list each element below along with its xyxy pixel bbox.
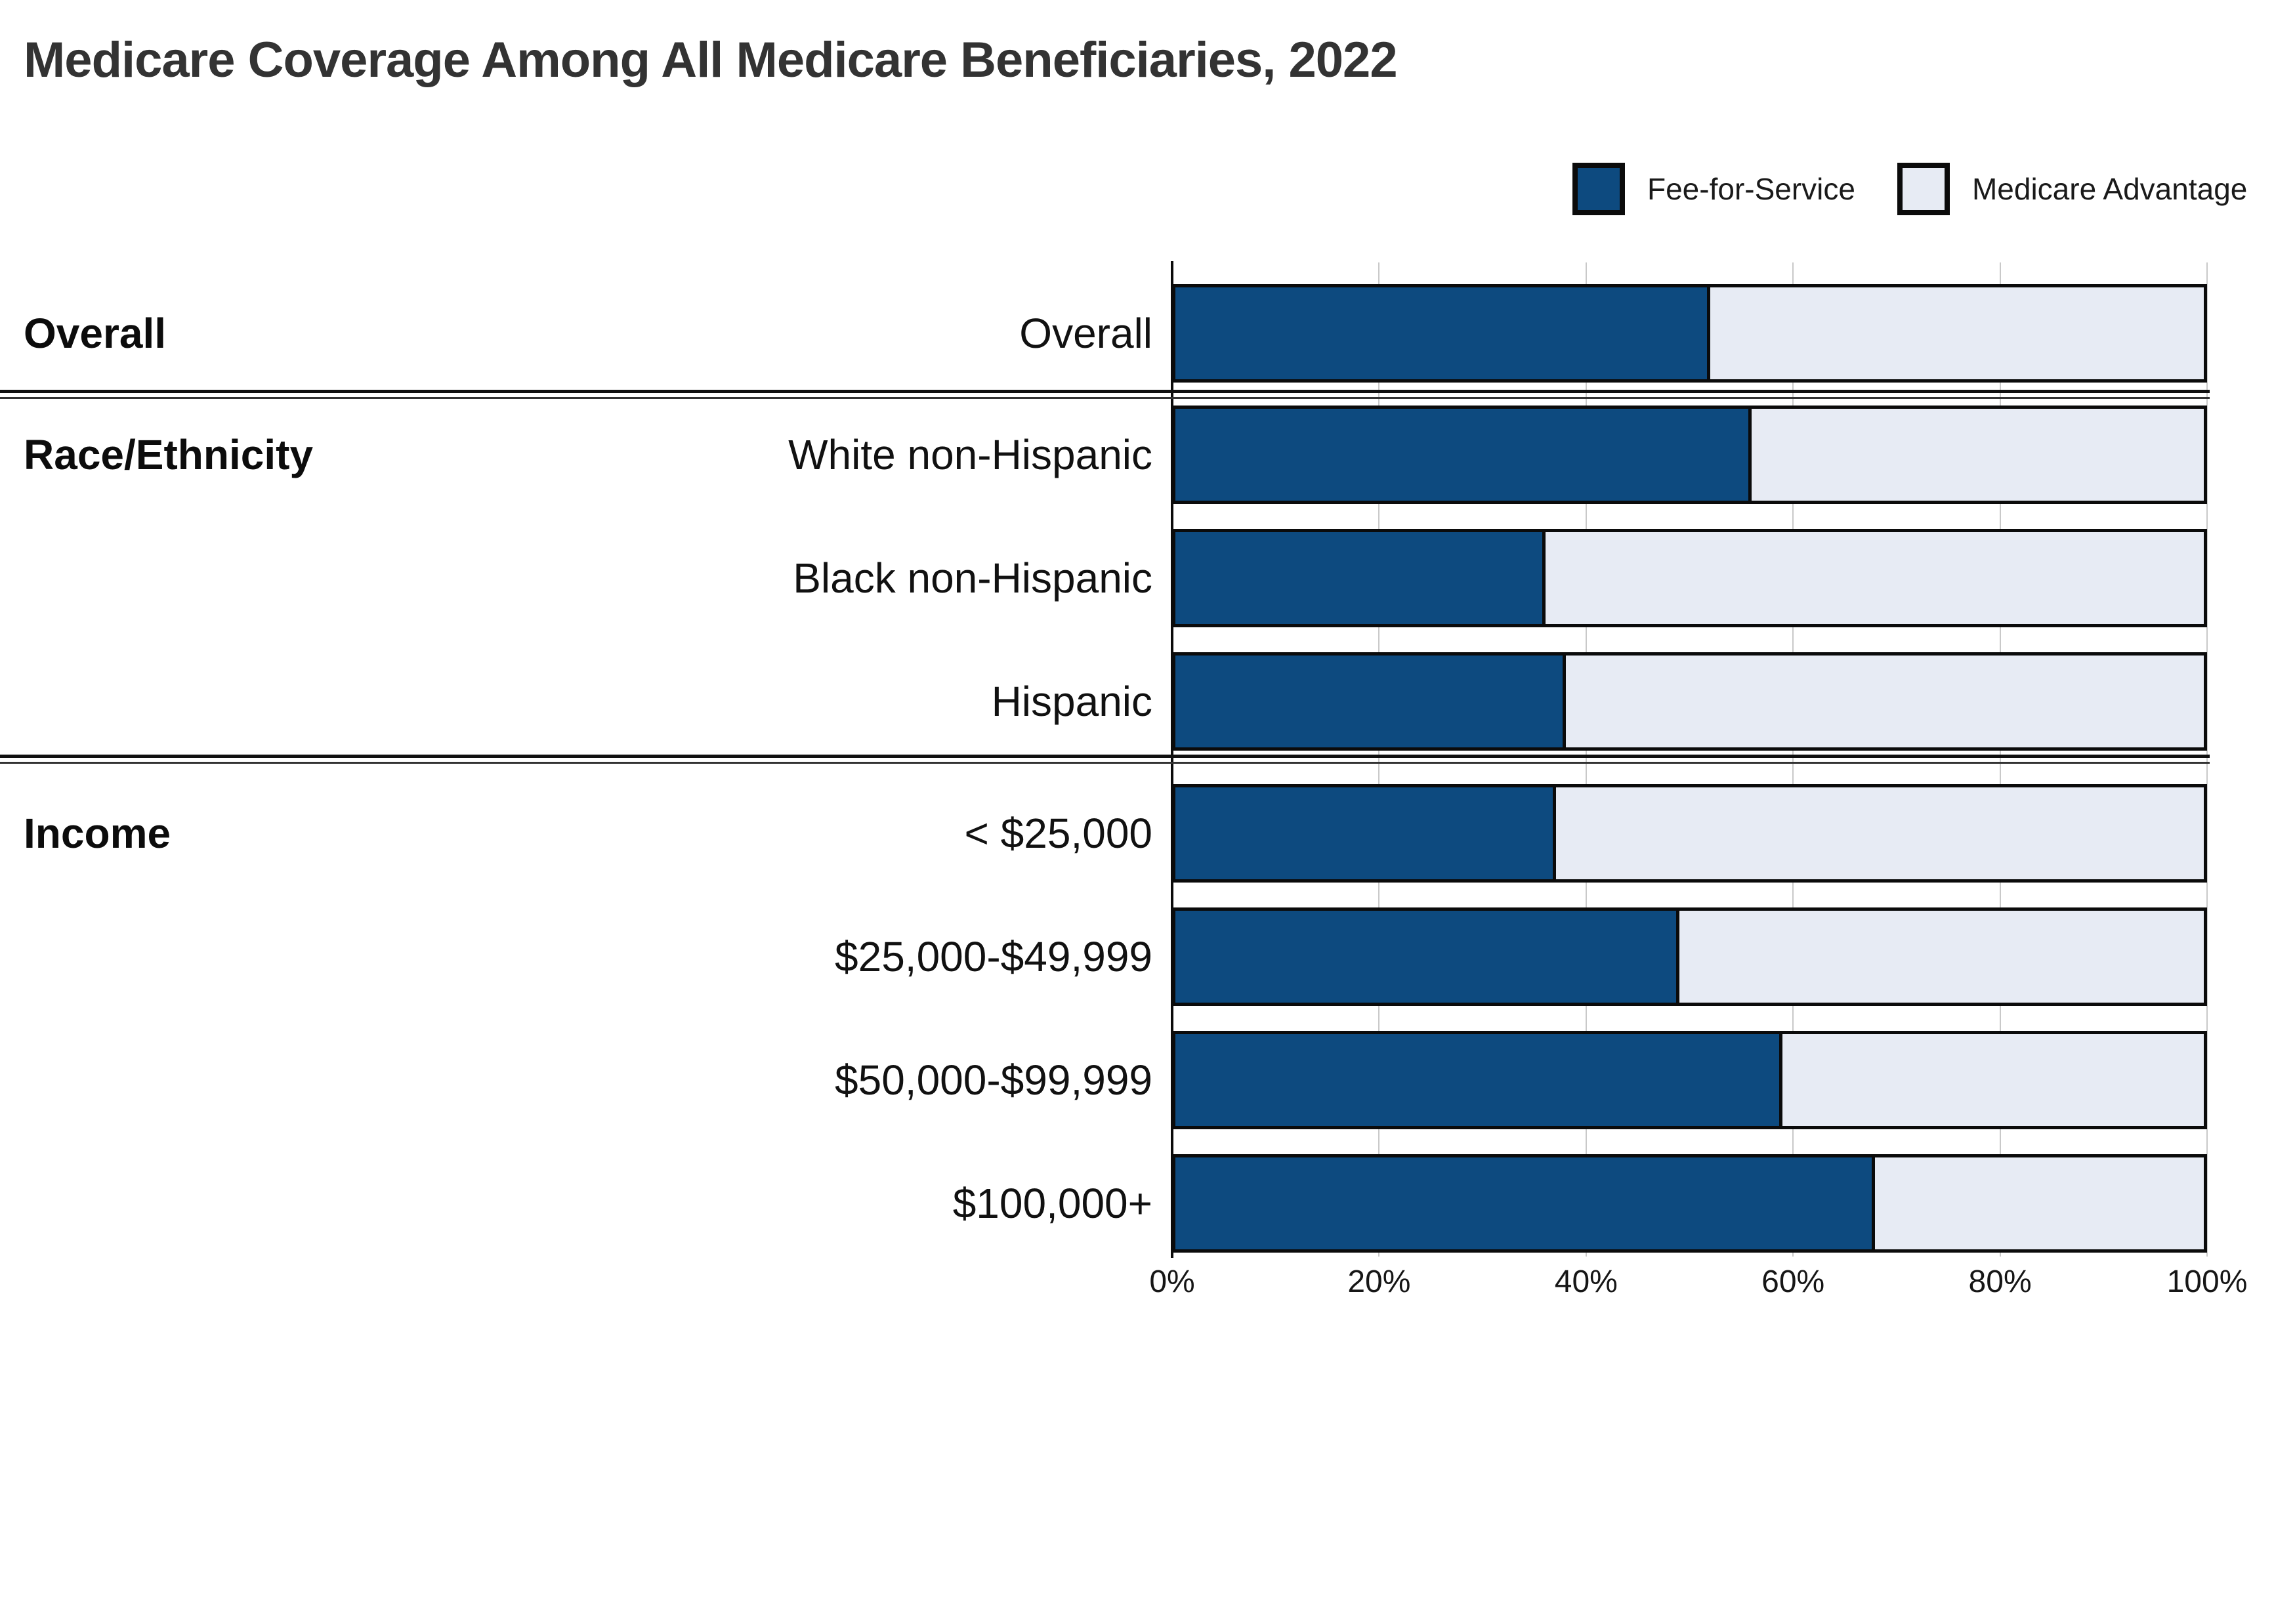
legend-label-medicare-advantage: Medicare Advantage [1971,172,2248,206]
gridline-80% [1999,262,2001,1257]
x-tick-80: 80% [1968,1264,2032,1299]
legend-swatch-fee-for-service [1572,163,1625,215]
legend-item-medicare-advantage: Medicare Advantage [1897,163,2247,215]
segment-fee-for-service-overall [1175,287,1710,379]
segment-fee-for-service-100-000 [1175,1157,1875,1249]
legend-item-fee-for-service: Fee-for-Service [1572,163,1855,215]
section-divider-1 [0,755,2210,764]
segment-fee-for-service-black-non-hispanic [1175,532,1546,624]
segment-medicare-advantage-25-000-49-999 [1679,911,2204,1003]
x-tick-100: 100% [2166,1264,2248,1299]
bar-25-000-49-999 [1172,907,2207,1006]
y-axis-line [1171,261,1173,1258]
gridline-100% [2206,262,2208,1257]
segment-fee-for-service-white-non-hispanic [1175,409,1752,501]
legend-swatch-medicare-advantage [1897,163,1950,215]
segment-fee-for-service-25-000 [1175,787,1556,879]
bar-50-000-99-999 [1172,1031,2207,1129]
x-tick-40: 40% [1554,1264,1618,1299]
legend-label-fee-for-service: Fee-for-Service [1647,172,1855,206]
row-label-white-non-hispanic: White non-Hispanic [788,431,1152,478]
row-label-black-non-hispanic: Black non-Hispanic [793,554,1152,602]
section-divider-0 [0,390,2210,399]
segment-medicare-advantage-hispanic [1566,656,2204,747]
bar-white-non-hispanic [1172,406,2207,504]
segment-medicare-advantage-100-000 [1875,1157,2204,1249]
row-label-hispanic: Hispanic [991,678,1152,725]
x-tick-60: 60% [1761,1264,1825,1299]
segment-medicare-advantage-white-non-hispanic [1752,409,2204,501]
chart-title: Medicare Coverage Among All Medicare Ben… [24,32,1398,88]
x-tick-0: 0% [1149,1264,1195,1299]
bar-100-000 [1172,1154,2207,1253]
segment-fee-for-service-50-000-99-999 [1175,1034,1782,1126]
segment-fee-for-service-25-000-49-999 [1175,911,1679,1003]
segment-medicare-advantage-50-000-99-999 [1782,1034,2204,1126]
bar-black-non-hispanic [1172,529,2207,627]
x-tick-20: 20% [1347,1264,1411,1299]
segment-medicare-advantage-25-000 [1556,787,2204,879]
segment-medicare-advantage-overall [1710,287,2204,379]
section-header-race-ethnicity: Race/Ethnicity [24,431,314,478]
bar-hispanic [1172,652,2207,751]
gridline-20% [1378,262,1380,1257]
segment-medicare-advantage-black-non-hispanic [1546,532,2204,624]
segment-fee-for-service-hispanic [1175,656,1567,747]
row-label-25-000: < $25,000 [964,810,1153,857]
gridline-40% [1585,262,1587,1257]
section-header-income: Income [24,810,171,857]
row-label-25-000-49-999: $25,000-$49,999 [835,933,1152,980]
row-label-100-000: $100,000+ [952,1180,1152,1227]
bar-25-000 [1172,784,2207,883]
section-header-overall: Overall [24,310,167,357]
legend: Fee-for-Service Medicare Advantage [1572,163,2247,215]
row-label-overall: Overall [1019,310,1152,357]
bar-overall [1172,284,2207,383]
gridline-60% [1792,262,1794,1257]
row-label-50-000-99-999: $50,000-$99,999 [835,1056,1152,1104]
